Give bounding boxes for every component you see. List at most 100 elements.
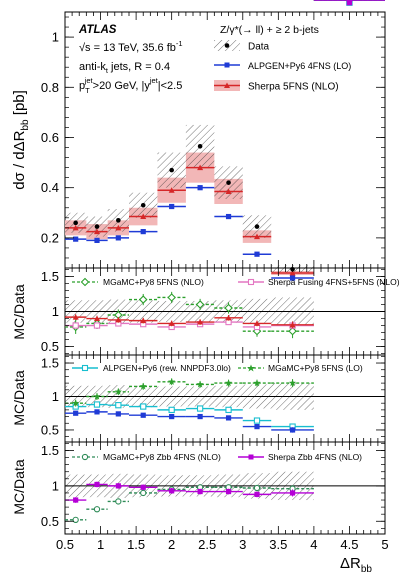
- sherpa-marker: [115, 224, 122, 231]
- x-axis-label: ΔRbb: [340, 555, 372, 575]
- ratio-plot-areas: 0.5 1 1.5 0.5 1 1.5 0.5 1 1.5: [41, 0, 386, 534]
- ratio-2-series-3-marker: [289, 427, 296, 433]
- ratio-3-series-2-marker: [225, 488, 232, 495]
- ratio-3-series-2-marker: [73, 497, 79, 503]
- ratio-2-series-3-marker: [197, 413, 203, 420]
- ratio-2-legend-mgamc-marker: [247, 364, 255, 372]
- main-y-tick-label: 0.2: [41, 230, 59, 245]
- ratio-2-legend-alpgen-marker: [81, 364, 89, 372]
- ratio-1-series-3-marker: [94, 315, 100, 322]
- main-y-tick-label: 0.6: [41, 130, 59, 145]
- alpgen-marker: [73, 236, 79, 242]
- ratio-3-series-1-marker: [140, 489, 147, 497]
- ratio-3-series-1-marker: [253, 484, 261, 492]
- sherpa-marker: [254, 233, 260, 240]
- alpgen-marker: [289, 275, 296, 281]
- ratio-3-series-2-marker: [197, 488, 203, 495]
- info-line-3: pTjet>20 GeV, |yjet|<2.5: [79, 76, 182, 95]
- legend-data-marker: [224, 43, 230, 48]
- x-tick-label: 4: [310, 537, 317, 552]
- ratio-2-series-1-marker: [196, 405, 204, 412]
- ratio-3-legend-sherpa-marker: [248, 454, 254, 460]
- ratio-3-y-tick-label: 1.5: [41, 443, 59, 458]
- ratio-1-series-2-marker: [72, 322, 79, 329]
- ratio-2-y-label: MC/Data: [11, 370, 27, 425]
- ratio-1-legend-mgamc-marker: [80, 277, 90, 287]
- ratio-3-series-2-marker: [289, 490, 296, 496]
- sherpa-marker: [289, 270, 296, 276]
- x-tick-label: 3: [239, 537, 246, 552]
- ratio-3-series-1-marker: [115, 498, 122, 505]
- ratio-3-legend-left-label: MGaMC+Py8 Zbb 4FNS (NLO): [103, 452, 221, 462]
- ratio-2-series-1-marker: [168, 406, 175, 414]
- x-tick-label: 5: [381, 537, 388, 552]
- ratio-2-series-2-marker: [288, 379, 297, 387]
- main-y-tick-label: 0.8: [41, 80, 59, 95]
- sherpa-marker: [168, 187, 175, 193]
- alpgen-marker: [140, 229, 146, 235]
- ratio-2-series-2-marker: [72, 399, 80, 407]
- ratio-3-series-1-marker: [72, 516, 79, 523]
- ratio-1-series-3-marker: [197, 319, 204, 325]
- alpgen-marker: [169, 203, 175, 210]
- ratio-1-series-3-marker: [168, 320, 175, 326]
- ratio-1-series-3-marker: [115, 316, 122, 323]
- ratio-2-series-1-marker: [253, 417, 261, 424]
- x-tick-label: 1.5: [127, 537, 145, 552]
- ratio-2-series-3-marker: [73, 410, 79, 416]
- ratio-1-series-3-marker: [254, 320, 260, 326]
- ratio-1-series-1-marker: [138, 295, 148, 304]
- ratio-2-series-2-marker: [168, 377, 176, 385]
- sherpa-marker: [197, 164, 204, 171]
- ratio-1-series-1-marker: [288, 326, 297, 336]
- ratio-3-y-label: MC/Data: [11, 459, 27, 514]
- data-point: [140, 202, 146, 208]
- ratio-2-series-3-marker: [94, 409, 100, 415]
- info-line-2: anti-kt jets, R = 0.4: [79, 61, 170, 75]
- x-tick-label: 0.5: [56, 537, 74, 552]
- x-tick-labels: 0.5 1 1.5 2 2.5 3 3.5 4 4.5 5: [56, 537, 389, 552]
- ratio-1-series-3-marker: [289, 321, 296, 328]
- alpgen-marker: [94, 237, 100, 243]
- legend-sherpa-label: Sherpa 5FNS (NLO): [248, 82, 339, 93]
- ratio-1-y-tick-label: 1.5: [41, 269, 59, 284]
- sherpa-marker: [225, 188, 232, 194]
- ratio-2-series-1-marker: [115, 402, 122, 409]
- ratio-1-series-1-marker: [167, 293, 176, 302]
- sherpa-marker: [140, 213, 147, 220]
- ratio-1-legend-fusing-marker: [247, 278, 255, 286]
- data-point: [73, 220, 78, 226]
- data-point: [197, 143, 203, 149]
- x-tick-label: 2: [168, 537, 175, 552]
- process-label: Z/γ*(→ ll) + ≥ 2 b-jets: [220, 24, 319, 36]
- ratio-2-series-1-marker: [93, 401, 101, 408]
- main-legend: Data ALPGEN+Py6 4FNS (LO) Sherpa 5FNS (N…: [214, 40, 351, 93]
- legend-alpgen-label: ALPGEN+Py6 4FNS (LO): [248, 61, 351, 71]
- legend-sherpa-marker: [224, 82, 230, 88]
- ratio-3-y-tick-label: 1: [52, 478, 59, 493]
- ratio-1-series-1-marker: [195, 300, 205, 309]
- ratio-1-legend-left-label: MGaMC+Py8 5FNS (NLO): [103, 277, 204, 287]
- ratio-2-y-tick-label: 1.5: [41, 356, 59, 371]
- ratio-1-y-tick-label: 1: [52, 304, 59, 319]
- ratio-2-legend: ALPGEN+Py6 (rew. NNPDF3.0lo) MGaMC+Py8 5…: [72, 363, 363, 373]
- ratio-3-series-2-marker: [169, 488, 175, 494]
- ratio-2-series-2-marker: [224, 379, 233, 387]
- ratio-2-series-3-marker: [225, 415, 232, 421]
- legend-alpgen-marker: [224, 62, 230, 68]
- ratio-3-legend-right-label: Sherpa Zbb 4FNS (NLO): [268, 452, 362, 462]
- ratio-3-series-1-marker: [93, 506, 101, 513]
- ratio-2-series-1-marker: [225, 406, 232, 414]
- ratio-1-legend-right-label: Sherpa Fusing 4FNS+5FNS (NLO): [268, 277, 400, 287]
- alpgen-marker: [115, 235, 121, 241]
- info-line-1: √s = 13 TeV, 35.6 fb-1: [79, 39, 183, 54]
- atlas-label: ATLAS: [78, 24, 117, 36]
- ratio-2-series-3-marker: [254, 424, 260, 430]
- ratio-1-y-label: MC/Data: [11, 284, 27, 339]
- ratio-2-y-tick-label: 0.5: [41, 422, 59, 437]
- ratio-3-series-2-marker: [254, 491, 260, 497]
- ratio-2-series-2-marker: [139, 382, 147, 390]
- main-y-tick-label: 1: [52, 30, 59, 45]
- x-tick-label: 1: [97, 537, 104, 552]
- ratio-2-legend-right-label: MGaMC+Py8 5FNS (LO): [268, 363, 363, 373]
